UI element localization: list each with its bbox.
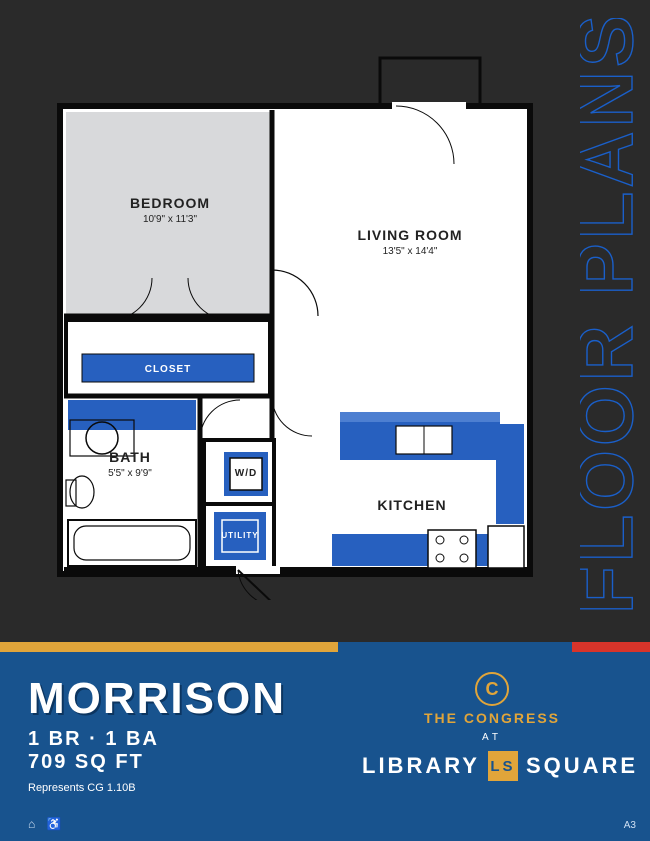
svg-text:5'5" x 9'9": 5'5" x 9'9" bbox=[108, 468, 152, 479]
svg-text:BATH: BATH bbox=[109, 449, 151, 465]
brand-ls-badge: LS bbox=[488, 751, 518, 781]
brand-congress: THE CONGRESS bbox=[362, 710, 622, 726]
svg-text:UTILITY: UTILITY bbox=[221, 531, 258, 540]
brand-at: AT bbox=[362, 732, 622, 743]
brand-library-square: LIBRARY LS SQUARE bbox=[362, 751, 638, 781]
svg-text:KITCHEN: KITCHEN bbox=[377, 497, 446, 513]
floor-plans-vertical-label: FLOOR PLANS bbox=[580, 18, 642, 618]
svg-text:FLOOR PLANS: FLOOR PLANS bbox=[580, 18, 642, 614]
svg-text:BEDROOM: BEDROOM bbox=[130, 195, 210, 211]
svg-text:LIVING ROOM: LIVING ROOM bbox=[357, 227, 462, 243]
footer-compliance-icons: ⌂ ♿ bbox=[28, 817, 66, 831]
unit-represents: Represents CG 1.10B bbox=[28, 782, 622, 794]
svg-text:CLOSET: CLOSET bbox=[145, 364, 192, 375]
floorplan-diagram: BEDROOM 10'9" x 11'3" LIVING ROOM 13'5" x 1… bbox=[40, 40, 550, 600]
brand-block: C THE CONGRESS AT LIBRARY LS SQUARE bbox=[362, 672, 622, 781]
page-code: A3 bbox=[624, 820, 636, 831]
brand-c-icon: C bbox=[475, 672, 509, 706]
brand-library-right: SQUARE bbox=[526, 753, 638, 779]
page-root: FLOOR PLANS BEDROOM 10'9" x 11'3" LIVING R… bbox=[0, 0, 650, 841]
tri-color-bar bbox=[0, 642, 650, 652]
svg-text:13'5" x 14'4": 13'5" x 14'4" bbox=[383, 246, 438, 257]
brand-library-left: LIBRARY bbox=[362, 753, 480, 779]
footer-panel: MORRISON 1 BR · 1 BA 709 SQ FT Represent… bbox=[0, 652, 650, 841]
svg-text:10'9" x 11'3": 10'9" x 11'3" bbox=[143, 214, 198, 225]
svg-text:W/D: W/D bbox=[235, 468, 257, 479]
